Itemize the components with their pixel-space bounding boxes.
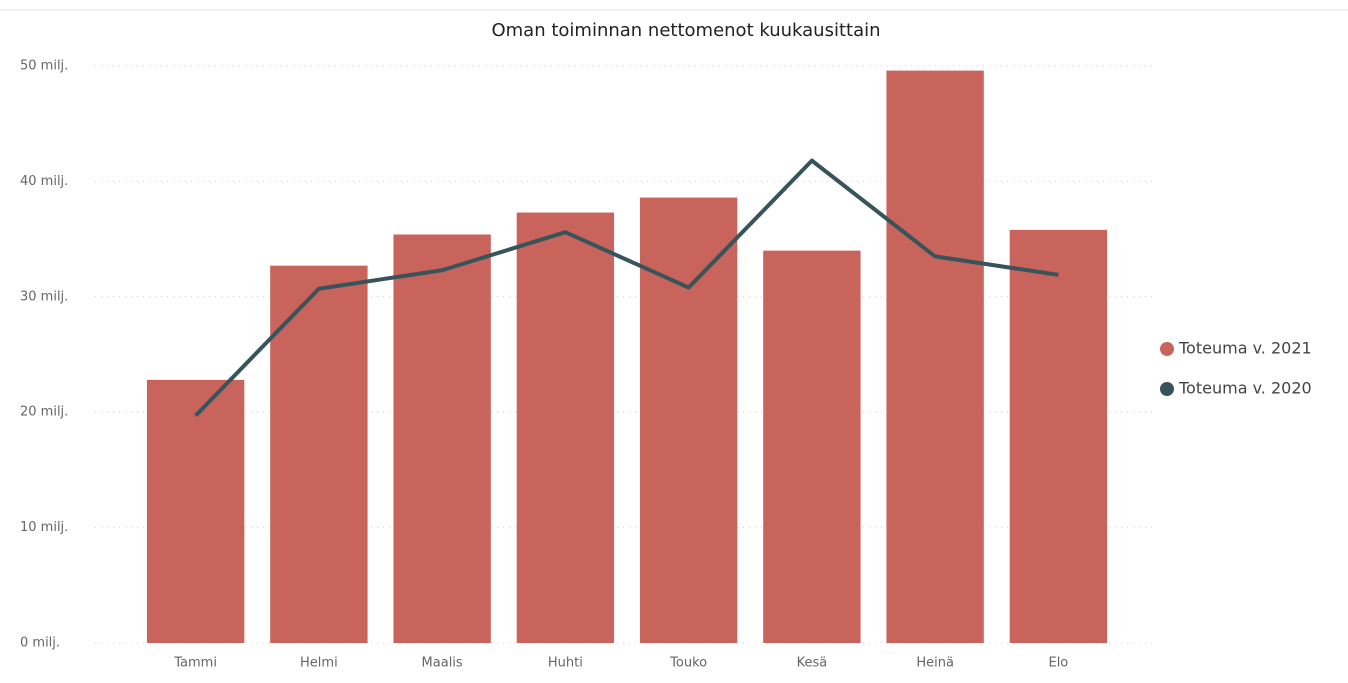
legend-label: Toteuma v. 2021 (1178, 339, 1312, 358)
line (194, 158, 1059, 418)
x-tick-label: Kesä (797, 656, 828, 671)
bar (270, 265, 368, 643)
bar (886, 70, 984, 644)
x-tick-label: Maalis (422, 656, 463, 671)
chart-title: Oman toiminnan nettomenot kuukausittain (491, 20, 880, 41)
legend-marker (1160, 382, 1174, 396)
legend-marker (1160, 342, 1174, 356)
y-tick-label: 10 milj. (20, 520, 68, 535)
bar (146, 379, 245, 643)
y-tick-label: 30 milj. (20, 289, 68, 304)
x-tick-label: Tammi (173, 656, 217, 671)
y-tick-label: 50 milj. (20, 59, 68, 74)
bar (516, 212, 615, 644)
x-tick-label: Helmi (300, 656, 338, 671)
x-tick-label: Huhti (548, 656, 583, 671)
bar (639, 197, 738, 643)
y-tick-label: 20 milj. (20, 405, 68, 420)
x-tick-label: Heinä (916, 656, 954, 671)
y-tick-label: 0 milj. (20, 636, 60, 651)
x-tick-label: Touko (669, 656, 707, 671)
legend-label: Toteuma v. 2020 (1178, 379, 1312, 398)
bar (393, 234, 491, 643)
bar (1009, 229, 1108, 644)
x-tick-label: Elo (1048, 656, 1068, 671)
bar (763, 250, 861, 643)
y-tick-label: 40 milj. (20, 174, 68, 189)
